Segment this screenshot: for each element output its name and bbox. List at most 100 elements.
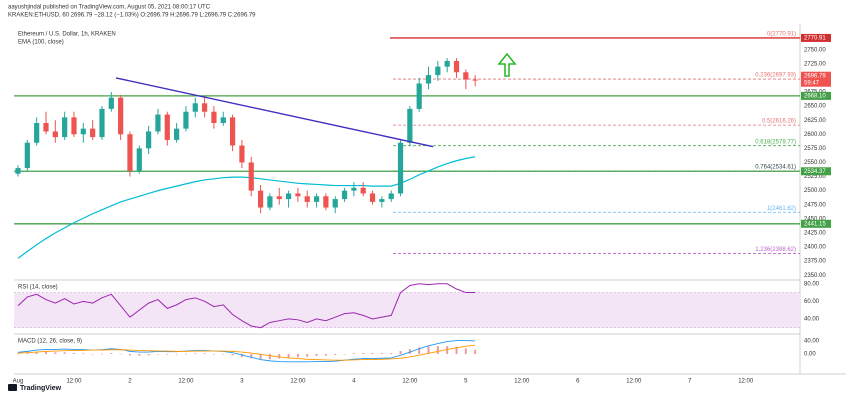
legend-entry: EMA (100, close)	[18, 40, 64, 46]
candle-body	[99, 108, 105, 138]
candle-body	[444, 61, 450, 67]
candle-body	[360, 187, 366, 194]
countdown: 59:47	[804, 80, 820, 86]
fib-label: 1.236(2388.62)	[755, 247, 796, 253]
x-tick-label: 12:00	[626, 379, 642, 385]
macd-histogram	[306, 354, 309, 357]
y-tick-label: 2550.00	[804, 160, 826, 166]
x-tick-label: 12:00	[66, 379, 82, 385]
macd-histogram	[128, 354, 131, 356]
candle-body	[80, 128, 86, 135]
x-tick-label: 6	[576, 379, 580, 385]
y-tick-label: 2450.00	[804, 216, 826, 222]
macd-histogram	[408, 349, 411, 354]
rsi-tick-label: 80.00	[804, 281, 820, 287]
candle-body	[425, 75, 432, 84]
macd-histogram	[72, 353, 75, 354]
brand: TradingView	[20, 385, 62, 392]
macd-histogram	[110, 353, 113, 354]
level-label: 2668.10	[804, 93, 826, 99]
level-label: 2770.91	[804, 36, 826, 42]
macd-histogram	[474, 349, 477, 354]
level-label: 2441.15	[804, 221, 826, 227]
candle-body	[192, 103, 198, 112]
candle-body	[285, 193, 292, 200]
candle-body	[52, 131, 58, 138]
candle-body	[155, 114, 161, 132]
macd-histogram	[427, 346, 430, 354]
macd-tick-label: 40.00	[804, 338, 820, 344]
macd-histogram	[35, 352, 38, 354]
y-tick-label: 2725.00	[804, 61, 826, 67]
candle-body	[164, 114, 170, 140]
rsi-tick-label: 40.00	[804, 317, 820, 323]
x-tick-label: 12:00	[290, 379, 306, 385]
macd-histogram	[380, 353, 383, 354]
candle-body	[118, 97, 124, 135]
macd-histogram	[268, 354, 271, 360]
candle-body	[416, 83, 422, 109]
level-box	[801, 219, 831, 228]
candle-body	[332, 199, 338, 208]
candle-body	[351, 187, 357, 191]
macd-histogram	[371, 353, 374, 354]
macd-histogram	[278, 354, 281, 359]
macd-histogram	[212, 354, 215, 355]
macd-histogram	[44, 352, 47, 354]
candle-body	[379, 199, 385, 202]
macd-histogram	[418, 347, 421, 354]
chart-title: Ethereum / U.S. Dollar, 1h, KRAKEN	[18, 32, 116, 38]
fib-label: 1(2461.62)	[767, 206, 796, 212]
y-tick-label: 2350.00	[804, 273, 826, 279]
x-tick-label: 12:00	[402, 379, 418, 385]
candle-body	[136, 148, 142, 171]
y-tick-label: 2425.00	[804, 230, 826, 236]
macd-histogram	[259, 354, 262, 360]
candle-body	[463, 72, 469, 80]
y-tick-label: 2650.00	[804, 104, 826, 110]
candle-body	[62, 117, 68, 138]
candle-body	[388, 193, 394, 200]
candle-body	[71, 117, 77, 135]
candle-body	[313, 196, 320, 202]
x-tick-label: 2	[128, 379, 132, 385]
macd-histogram	[147, 354, 150, 356]
y-tick-label: 2475.00	[804, 202, 826, 208]
y-tick-label: 2750.00	[804, 47, 826, 53]
x-tick-label: 12:00	[178, 379, 194, 385]
candle-body	[229, 117, 236, 146]
candle-body	[211, 111, 217, 123]
candle-body	[323, 196, 329, 208]
candle-body	[304, 196, 310, 202]
macd-histogram	[100, 353, 103, 355]
macd-histogram	[91, 354, 94, 355]
macd-histogram	[240, 354, 243, 357]
macd-histogram	[446, 346, 449, 354]
macd-histogram	[343, 354, 346, 355]
y-tick-label: 2500.00	[804, 188, 826, 194]
candle-body	[239, 145, 245, 163]
candle-body	[267, 196, 273, 208]
macd-histogram	[166, 354, 169, 355]
candle-body	[453, 61, 460, 73]
level-box	[801, 167, 831, 176]
y-tick-label: 2400.00	[804, 245, 826, 251]
signal-line	[17, 344, 476, 361]
y-tick-label: 2525.00	[804, 174, 826, 180]
x-tick-label: 3	[240, 379, 244, 385]
candle-body	[435, 66, 441, 76]
candle-body	[174, 128, 180, 140]
trendline	[115, 77, 434, 148]
macd-histogram	[324, 354, 327, 356]
candle-body	[15, 168, 21, 174]
macd-histogram	[362, 353, 365, 354]
macd-histogram	[296, 354, 299, 358]
publisher: aayushjindal published on TradingView.co…	[8, 5, 211, 11]
candle-body	[295, 193, 301, 197]
macd-histogram	[250, 354, 253, 359]
macd-histogram	[222, 354, 225, 355]
candle-body	[127, 134, 133, 171]
y-tick-label: 2575.00	[804, 146, 826, 152]
